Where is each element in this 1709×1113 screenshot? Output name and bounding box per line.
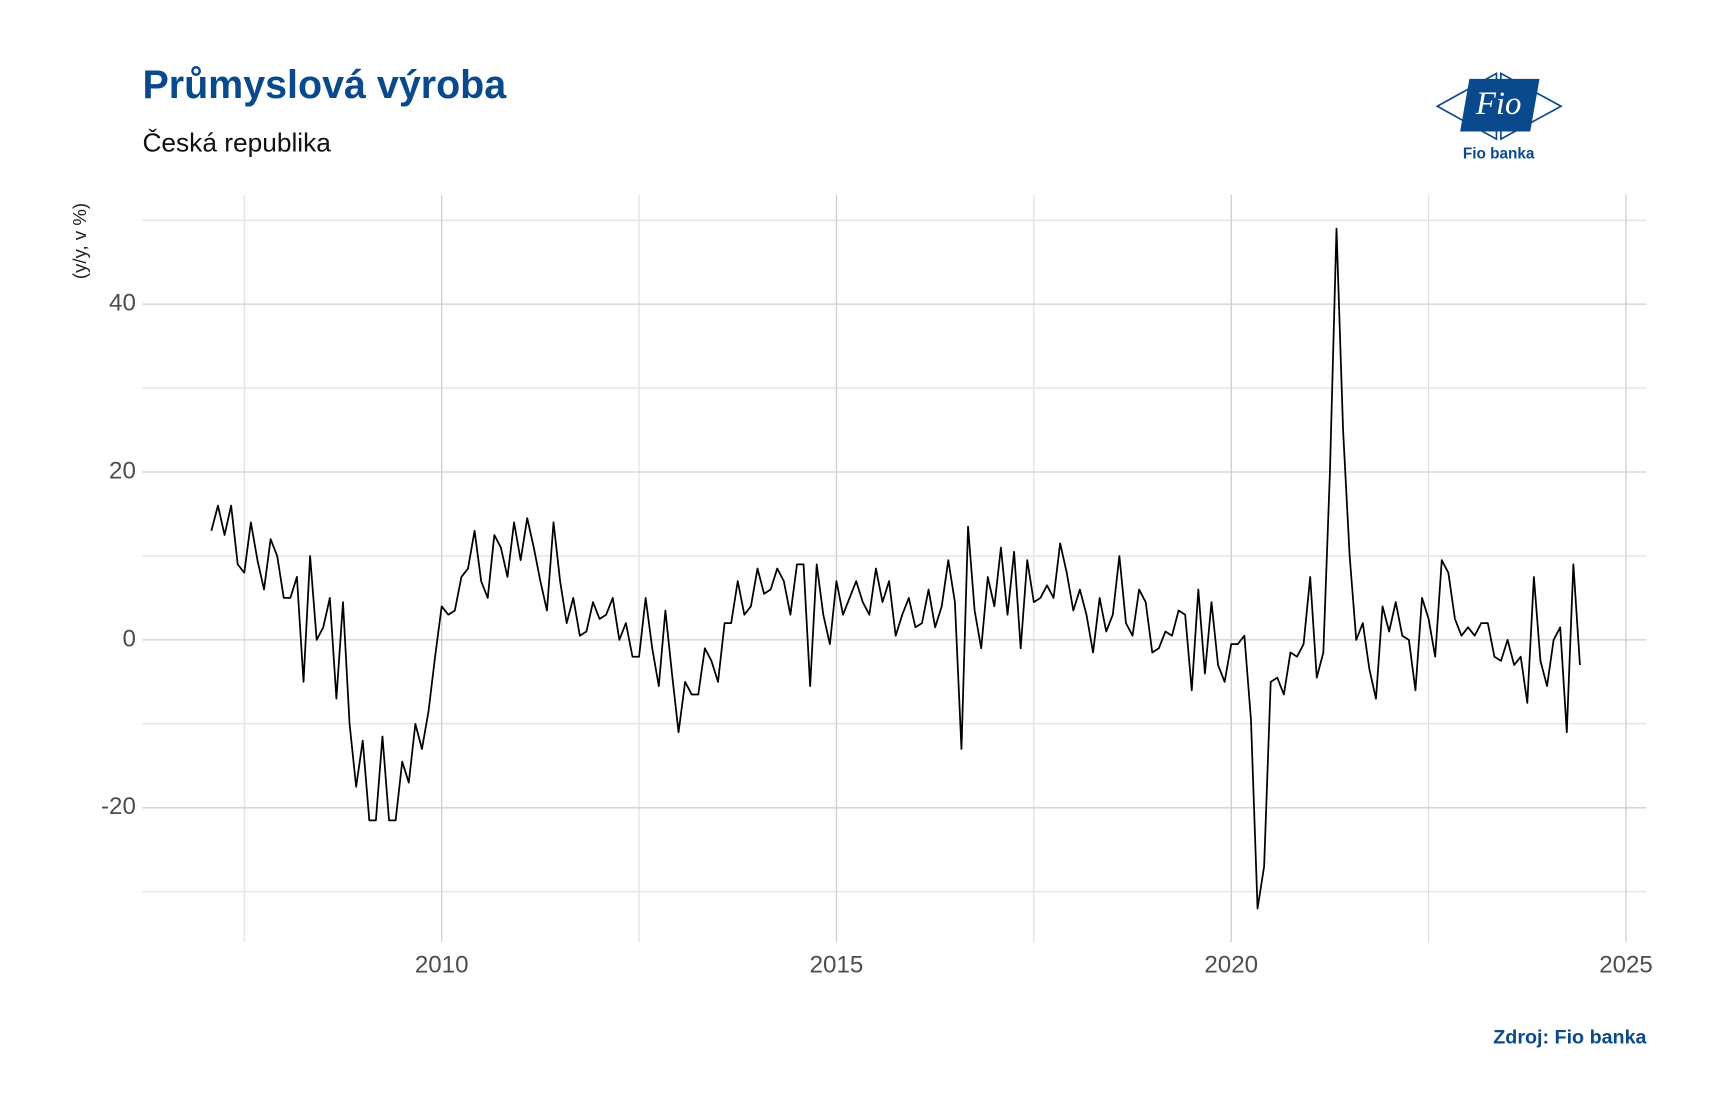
- chart-title: Průmyslová výroba: [142, 63, 507, 107]
- y-tick-label: 0: [122, 625, 135, 652]
- y-tick-label: -20: [101, 793, 136, 820]
- x-tick-label: 2015: [810, 952, 864, 979]
- logo-mark: Fio: [1475, 86, 1522, 122]
- data-line: [210, 227, 1581, 910]
- x-tick-label: 2010: [415, 952, 469, 979]
- chart-subtitle: Česká republika: [142, 128, 331, 158]
- y-tick-label: 20: [109, 457, 136, 484]
- y-tick-label: 40: [109, 289, 136, 316]
- source: Zdroj: Fio banka: [1493, 1027, 1647, 1049]
- logo-name: Fio banka: [1463, 146, 1535, 163]
- x-tick-label: 2025: [1599, 952, 1653, 979]
- x-tick-label: 2020: [1204, 952, 1258, 979]
- logo-shape: [1460, 78, 1540, 132]
- y-axis-label: (y/y, v %): [69, 203, 90, 279]
- logo: Fio Fio banka: [1435, 72, 1563, 163]
